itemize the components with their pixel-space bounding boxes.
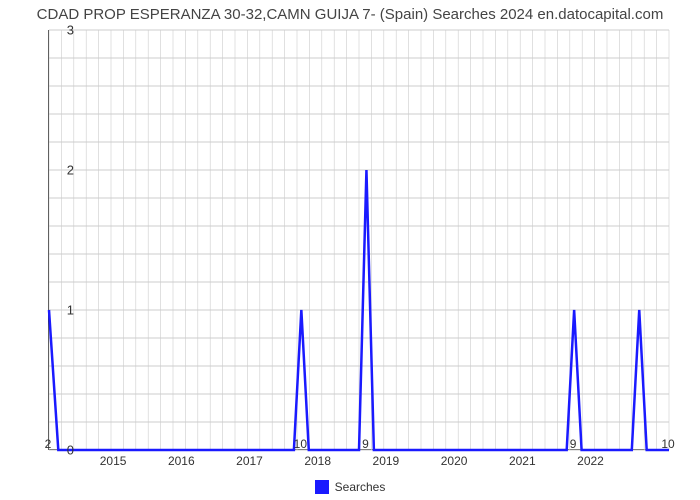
x-tick: 2017	[236, 454, 263, 468]
x-tick: 2016	[168, 454, 195, 468]
chart-title: CDAD PROP ESPERANZA 30-32,CAMN GUIJA 7- …	[0, 6, 700, 23]
data-point-label: 9	[570, 437, 577, 451]
x-tick: 2020	[441, 454, 468, 468]
x-tick: 2019	[373, 454, 400, 468]
x-tick: 2018	[304, 454, 331, 468]
data-point-label: 9	[362, 437, 369, 451]
plot-area	[48, 30, 668, 450]
y-tick: 3	[54, 23, 74, 38]
line-series	[49, 30, 668, 449]
x-tick: 2021	[509, 454, 536, 468]
legend: Searches	[0, 480, 700, 494]
legend-label: Searches	[335, 480, 386, 494]
y-tick: 0	[54, 443, 74, 458]
y-tick: 2	[54, 163, 74, 178]
data-point-label: 2	[45, 437, 52, 451]
data-point-label: 10	[661, 437, 674, 451]
data-point-label: 10	[294, 437, 307, 451]
x-tick: 2022	[577, 454, 604, 468]
x-tick: 2015	[100, 454, 127, 468]
legend-swatch	[315, 480, 329, 494]
y-tick: 1	[54, 303, 74, 318]
